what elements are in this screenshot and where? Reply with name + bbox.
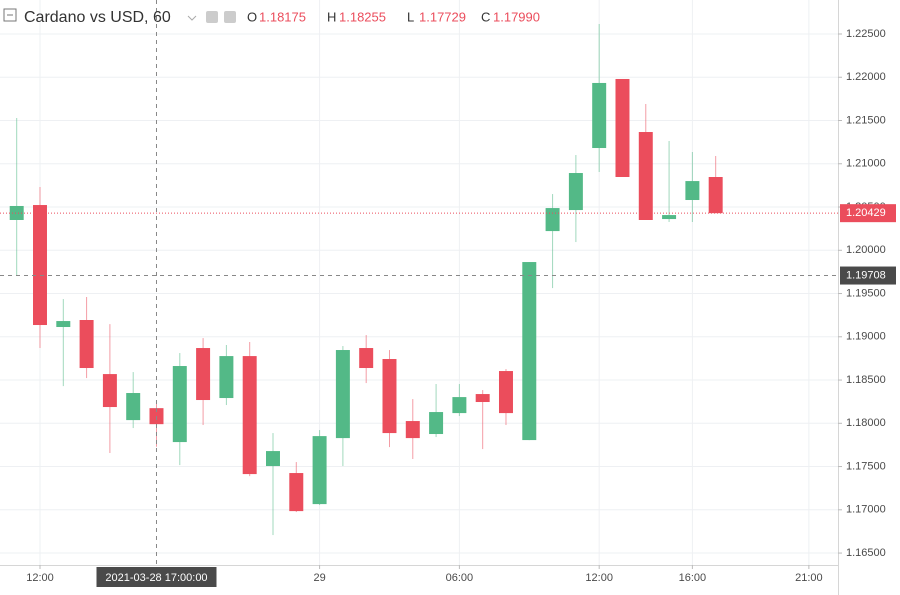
header: Cardano vs USD, 60	[3, 8, 236, 26]
y-tick-label: 1.17500	[846, 460, 886, 472]
x-tick-label: 21:00	[795, 572, 823, 584]
candle-body	[56, 321, 71, 328]
y-tick-label: 1.19500	[846, 287, 886, 299]
candle-body	[266, 451, 280, 467]
candle-body	[638, 132, 653, 220]
y-tick-label: 1.22500	[846, 28, 886, 40]
candle-body	[289, 473, 304, 512]
status-value: 1.18175	[259, 9, 306, 24]
candle-body	[335, 350, 350, 439]
candle-body	[312, 436, 327, 505]
collapse-icon[interactable]	[3, 8, 17, 22]
candle-body	[33, 205, 47, 326]
candle-body	[568, 173, 583, 211]
dropdown-arrow[interactable]	[187, 15, 197, 21]
y-tick-label: 1.20000	[846, 244, 886, 256]
crosshair-y-box	[840, 266, 896, 285]
plot	[9, 23, 723, 536]
candle-body	[382, 359, 397, 434]
candle-body	[359, 348, 374, 369]
x-tick-label: 16:00	[679, 572, 707, 584]
y-tick-label: 1.18500	[846, 374, 886, 386]
x-tick-label: 12:00	[585, 572, 613, 584]
status-key: C	[481, 9, 490, 24]
candle-body	[429, 412, 444, 435]
candle-body	[708, 177, 723, 214]
settings-icon[interactable]	[206, 11, 218, 23]
overlay	[0, 0, 838, 565]
crosshair-x-label: 2021-03-28 17:00:00	[105, 572, 207, 584]
y-tick-label: 1.19000	[846, 331, 886, 343]
candle-body	[172, 366, 187, 443]
crosshair-y-label: 1.19708	[846, 269, 886, 281]
visibility-icon[interactable]	[224, 11, 236, 23]
status-key: O	[247, 9, 257, 24]
last-price-label: 1.20429	[846, 207, 886, 219]
status-value: 1.18255	[339, 9, 386, 24]
candle-body	[522, 262, 537, 441]
candle-body	[102, 374, 117, 408]
y-tick-label: 1.21000	[846, 158, 886, 170]
candle-body	[196, 348, 211, 401]
axes: 1.16500 1.17000 1.17500 1.18000 1.18500 1.190…	[26, 28, 896, 587]
y-tick-label: 1.18000	[846, 417, 886, 429]
candle-body	[498, 371, 513, 414]
candle-body	[685, 181, 700, 201]
x-tick-label: 29	[313, 572, 325, 584]
candle-body	[126, 393, 141, 421]
crosshair-x-box	[96, 567, 217, 587]
candle-body	[79, 320, 94, 369]
candle-body	[592, 82, 607, 149]
candle-body	[242, 356, 257, 475]
chart-title: Cardano vs USD, 60	[24, 9, 171, 26]
candle-body	[615, 78, 630, 178]
y-tick-label: 1.22000	[846, 71, 886, 83]
status-value: 1.17729	[419, 9, 466, 24]
candle-body	[662, 215, 677, 220]
y-tick-label: 1.16500	[846, 547, 886, 559]
status-line: O 1.18175 H 1.18255 L 1.17729 C 1.17990	[247, 9, 540, 24]
candle-body	[545, 208, 560, 232]
status-key: H	[327, 9, 336, 24]
last-price-box	[840, 204, 896, 223]
status-value: 1.17990	[493, 9, 540, 24]
y-tick-label: 1.17000	[846, 504, 886, 516]
candle-body	[219, 356, 234, 399]
y-tick-label: 1.21500	[846, 114, 886, 126]
candle-body	[405, 421, 420, 439]
x-tick-label: 06:00	[446, 572, 474, 584]
status-key: L	[407, 9, 414, 24]
x-tick-label: 12:00	[26, 572, 54, 584]
candle-body	[475, 394, 490, 403]
candle-body	[452, 397, 467, 414]
candle-body	[9, 205, 24, 220]
